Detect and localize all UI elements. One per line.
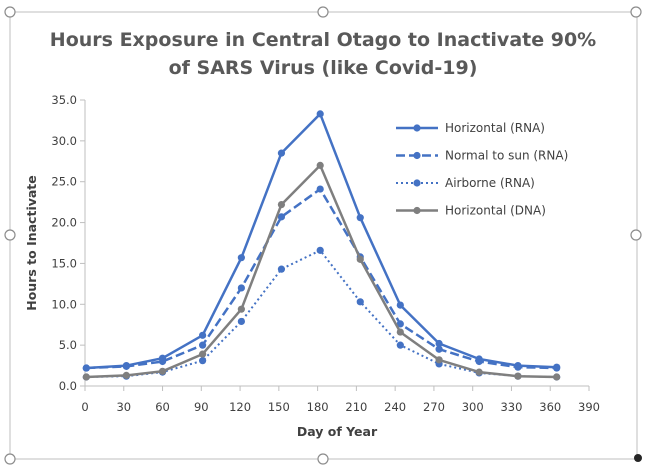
data-point (475, 357, 483, 366)
y-axis-title: Hours to Inactivate (24, 175, 39, 311)
x-tick-label: 300 (462, 400, 484, 414)
legend-entry-label: Normal to sun (RNA) (445, 149, 568, 163)
y-tick-label: 20.0 (51, 216, 77, 230)
data-point (316, 161, 324, 169)
y-tick-label: 35.0 (51, 93, 77, 107)
selection-handles[interactable] (4, 6, 642, 465)
y-tick-label: 10.0 (51, 297, 77, 311)
legend-swatch-marker (413, 179, 421, 187)
data-point (122, 362, 130, 370)
x-axis-title: Day of Year (297, 424, 378, 439)
resize-handle-top-right[interactable] (630, 6, 642, 18)
plot-area: 0.0 5.0 10.0 15.0 20.0 25.0 30.0 35.0 0 30 60 90 120… (51, 93, 600, 414)
data-point (316, 110, 324, 118)
data-point (356, 214, 364, 222)
data-point (435, 339, 443, 348)
data-point (514, 372, 522, 380)
data-point (237, 317, 245, 326)
data-point (158, 357, 167, 366)
x-tick-label: 30 (116, 400, 131, 414)
x-tick-label: 90 (194, 400, 209, 414)
data-point (396, 320, 404, 328)
data-point (396, 341, 404, 349)
resize-handle-middle-left[interactable] (4, 229, 16, 241)
data-point (277, 265, 286, 273)
x-tick-label: 180 (307, 400, 329, 414)
y-tick-label: 0.0 (59, 379, 77, 393)
legend-entry-label: Airborne (RNA) (445, 176, 535, 190)
data-point (277, 213, 286, 221)
resize-handle-bottom-right[interactable] (634, 454, 642, 462)
x-tick-label: 330 (500, 400, 522, 414)
legend-entry-label: Horizontal (RNA) (445, 121, 545, 135)
chart-title-line-1: Hours Exposure in Central Otago to Inact… (50, 29, 596, 51)
data-point (237, 284, 245, 292)
x-tick-label: 240 (384, 400, 406, 414)
data-point (316, 246, 324, 254)
data-point (237, 305, 245, 313)
legend-swatch-marker (413, 124, 421, 132)
data-point (237, 254, 245, 262)
y-tick-label: 5.0 (59, 338, 77, 352)
resize-handle-top-center[interactable] (317, 6, 329, 18)
y-tick-label: 15.0 (51, 256, 77, 270)
resize-handle-bottom-center[interactable] (317, 453, 329, 465)
data-point (199, 331, 207, 339)
legend-entry-label: Horizontal (DNA) (445, 204, 546, 218)
x-tick-label: 270 (423, 400, 445, 414)
data-point (316, 185, 324, 193)
resize-handle-top-left[interactable] (4, 6, 16, 18)
x-tick-label: 120 (229, 400, 251, 414)
data-point (277, 149, 286, 157)
data-point (158, 367, 167, 375)
legend-swatch-marker (413, 206, 421, 215)
chart-title-line-2: of SARS Virus (like Covid-19) (169, 57, 478, 79)
data-point (122, 371, 130, 379)
data-point (199, 357, 207, 365)
data-point (396, 328, 404, 336)
data-point (82, 373, 90, 381)
data-point (553, 364, 561, 372)
data-point (435, 356, 443, 364)
data-point (82, 364, 90, 372)
data-point (277, 200, 286, 209)
data-point (514, 363, 522, 371)
x-tick-label: 0 (81, 400, 88, 414)
legend: Horizontal (RNA) Normal to sun (RNA) Airbo… (396, 121, 568, 218)
data-point (356, 255, 364, 263)
x-tick-label: 150 (268, 400, 290, 414)
chart-frame (9, 11, 638, 460)
x-tick-label: 60 (155, 400, 170, 414)
data-point (199, 341, 207, 349)
x-tick-label: 360 (539, 400, 561, 414)
data-point (475, 368, 483, 376)
y-tick-label: 25.0 (51, 175, 77, 189)
data-point (435, 345, 443, 353)
x-tick-label: 210 (345, 400, 367, 414)
resize-handle-middle-right[interactable] (630, 229, 642, 241)
y-tick-label: 30.0 (51, 134, 77, 148)
data-point (356, 298, 364, 306)
data-point (199, 350, 207, 358)
x-tick-label: 390 (578, 400, 600, 414)
legend-swatch-marker (413, 151, 421, 160)
resize-handle-bottom-left[interactable] (4, 453, 16, 465)
data-point (553, 373, 561, 381)
data-point (396, 301, 404, 309)
